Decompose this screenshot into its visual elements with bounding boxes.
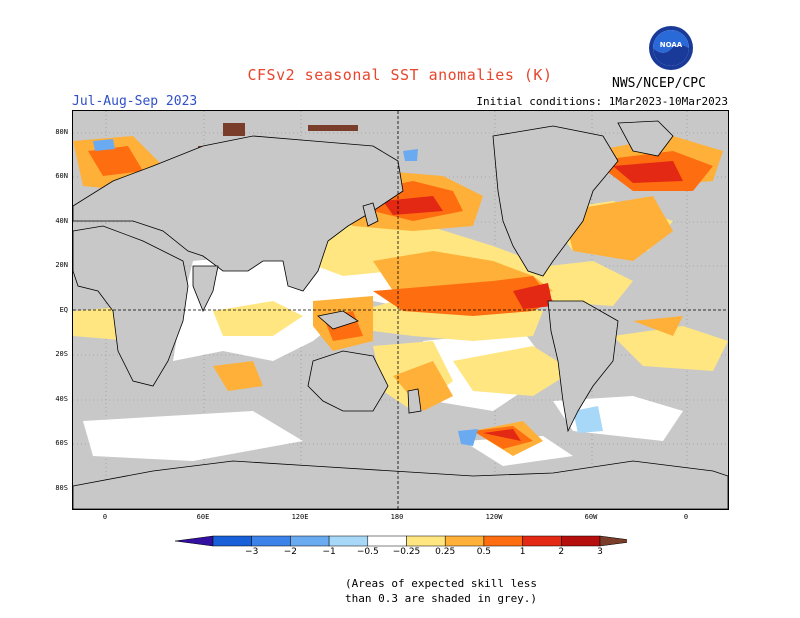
noaa-logo: NOAA [648,25,694,71]
colorbar-min-triangle [174,535,214,547]
colorbar-swatch [328,535,369,547]
lon-label: 120W [485,513,503,521]
lon-label: 120E [291,513,309,521]
colorbar-swatch [290,535,330,547]
lat-label: EQ [59,306,68,314]
lon-label: 0 [683,513,689,521]
colorbar-tick-label: −3 [245,547,259,557]
organization-label: NWS/NCEP/CPC [612,76,706,91]
colorbar-tick-label: 2 [558,547,565,557]
colorbar-tick-label: 0.5 [476,547,492,557]
footnote: (Areas of expected skill less than 0.3 a… [345,576,537,606]
colorbar-swatch [561,535,601,547]
colorbar-tick-label: −0.25 [392,547,421,557]
colorbar-swatch [444,535,485,547]
colorbar-tick-label: −0.5 [356,547,379,557]
colorbar-tick-label: 1 [519,547,526,557]
initial-conditions-label: Initial conditions: 1Mar2023-10Mar2023 [476,95,728,108]
lat-label: 60S [55,439,68,447]
lat-label: 20N [55,261,68,269]
colorbar-swatch [367,535,407,547]
colorbar-swatch [522,535,562,547]
lat-label: 80S [55,484,68,492]
lat-label: 60N [55,172,68,180]
reference-lines [73,111,728,509]
footnote-line-2: than 0.3 are shaded in grey.) [345,592,538,605]
colorbar-tick-label: 0.25 [435,547,456,557]
lon-label: 180 [390,513,404,521]
colorbar [174,533,639,552]
colorbar-swatch [406,535,446,547]
footnote-line-1: (Areas of expected skill less [345,577,538,590]
sst-anomaly-map [72,110,729,510]
lon-label: 0 [102,513,108,521]
lon-label: 60E [196,513,210,521]
lat-label: 40N [55,217,68,225]
continents [73,120,728,509]
colorbar-tick-label: 3 [597,547,603,557]
season-label: Jul-Aug-Sep 2023 [72,94,198,109]
lat-label: 40S [55,395,68,403]
colorbar-max-triangle [599,535,639,547]
lat-label: 80N [55,128,68,136]
chart-title: CFSv2 seasonal SST anomalies (K) [247,66,553,84]
colorbar-swatch [251,535,291,547]
colorbar-tick-label: −2 [283,547,298,557]
colorbar-tick-label: −1 [322,547,336,557]
colorbar-swatch [212,535,252,547]
lon-label: 60W [584,513,598,521]
noaa-logo-text: NOAA [660,41,683,49]
lat-label: 20S [55,350,68,358]
colorbar-swatch [483,535,523,547]
